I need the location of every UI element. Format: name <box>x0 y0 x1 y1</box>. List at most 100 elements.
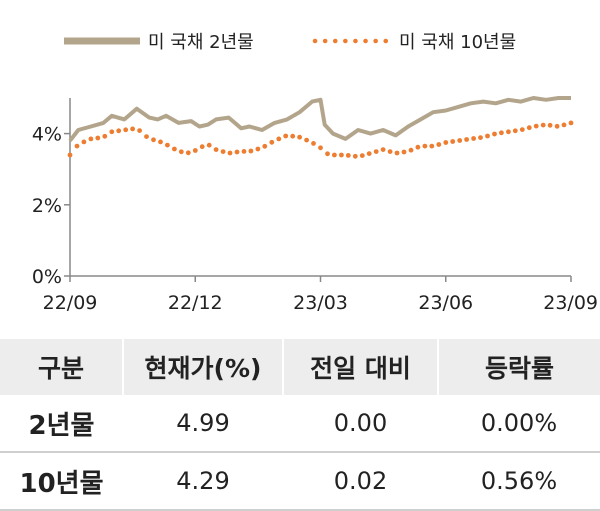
chart-legend: 미 국채 2년물 미 국채 10년물 <box>64 32 516 53</box>
header-current-price: 현재가(%) <box>122 339 283 395</box>
series-point-10y <box>485 133 490 139</box>
header-category: 구분 <box>0 339 123 395</box>
series-point-10y <box>492 131 497 137</box>
series-point-10y <box>450 139 456 144</box>
y-tick-label: 2% <box>32 195 62 217</box>
series-point-10y <box>436 142 442 147</box>
series-point-10y <box>506 129 511 135</box>
series-point-10y <box>88 136 94 142</box>
series-point-10y <box>262 143 268 149</box>
series-point-10y <box>408 147 414 153</box>
series-point-10y <box>554 123 560 129</box>
series-point-10y <box>359 153 365 159</box>
series-point-10y <box>394 150 400 156</box>
series-point-10y <box>478 135 483 141</box>
series-point-10y <box>561 122 567 128</box>
series-point-10y <box>172 146 177 152</box>
series-point-10y <box>144 134 149 140</box>
change-rate-cell: 0.56% <box>438 452 600 511</box>
series-point-10y <box>178 149 184 155</box>
series-point-10y <box>74 143 80 149</box>
series-dots-10y <box>67 120 574 159</box>
chart-axes: 0% 2% 4% 22/09 22/12 23/03 23/06 23/09 <box>32 98 598 314</box>
series-point-10y <box>533 123 539 129</box>
chart-plot-area <box>67 96 574 159</box>
header-daily-change: 전일 대비 <box>282 339 438 395</box>
row-label: 10년물 <box>0 452 123 511</box>
series-point-10y <box>568 120 574 126</box>
series-point-10y <box>116 128 122 134</box>
series-point-10y <box>165 142 170 148</box>
daily-change-cell: 0.02 <box>283 452 438 511</box>
series-point-10y <box>318 145 323 151</box>
y-tick-label: 4% <box>32 124 62 146</box>
row-label: 2년물 <box>0 395 123 453</box>
y-tick-label: 0% <box>32 266 62 288</box>
x-tick-label: 22/09 <box>43 292 98 314</box>
series-point-10y <box>241 149 247 154</box>
series-point-10y <box>192 148 198 153</box>
series-point-10y <box>325 151 330 157</box>
series-point-10y <box>248 148 254 154</box>
series-point-10y <box>547 122 553 128</box>
table-row: 2년물 4.99 0.00 0.00% <box>0 395 600 453</box>
series-point-10y <box>332 152 337 158</box>
series-point-10y <box>137 128 143 134</box>
series-point-10y <box>387 149 393 155</box>
series-point-10y <box>255 146 261 152</box>
x-tick-label: 23/09 <box>543 292 598 314</box>
series-point-10y <box>373 149 379 155</box>
series-point-10y <box>526 125 532 131</box>
series-point-10y <box>185 150 191 156</box>
series-line-2y <box>68 96 571 142</box>
yield-table: 구분 현재가(%) 전일 대비 등락률 2년물 4.99 0.00 0.00% … <box>0 339 600 511</box>
series-point-10y <box>352 153 358 159</box>
series-point-10y <box>151 137 156 143</box>
series-point-10y <box>199 144 205 150</box>
series-point-10y <box>130 126 136 132</box>
legend-label-10y: 미 국채 10년물 <box>399 32 516 53</box>
x-tick-label: 23/06 <box>418 292 473 314</box>
series-point-10y <box>102 133 108 139</box>
series-point-10y <box>540 122 546 128</box>
table-header-row: 구분 현재가(%) 전일 대비 등락률 <box>0 339 600 395</box>
table-row: 10년물 4.29 0.02 0.56% <box>0 452 600 511</box>
series-point-10y <box>499 130 504 136</box>
series-point-10y <box>401 149 407 155</box>
series-point-10y <box>464 137 469 142</box>
series-point-10y <box>457 138 463 143</box>
legend-label-2y: 미 국채 2년물 <box>148 32 254 53</box>
current-price-cell: 4.99 <box>123 395 283 453</box>
series-point-10y <box>366 151 372 157</box>
x-tick-label: 22/12 <box>168 292 223 314</box>
series-point-10y <box>304 137 309 143</box>
series-point-10y <box>290 133 296 139</box>
series-point-10y <box>415 144 421 150</box>
yield-chart: 미 국채 2년물 미 국채 10년물 0% 2% 4% 22/09 22/12 23/03… <box>32 32 598 314</box>
series-point-10y <box>220 149 226 155</box>
series-point-10y <box>345 153 351 158</box>
series-point-10y <box>67 152 73 158</box>
series-point-10y <box>234 149 240 155</box>
series-point-10y <box>109 129 115 135</box>
series-point-10y <box>380 147 386 153</box>
series-point-10y <box>429 143 435 149</box>
daily-change-cell: 0.00 <box>283 395 438 453</box>
series-point-10y <box>339 152 344 158</box>
series-point-10y <box>422 143 428 149</box>
series-point-10y <box>269 139 275 145</box>
series-point-10y <box>206 142 212 148</box>
x-tick-label: 23/03 <box>293 292 348 314</box>
series-point-10y <box>81 139 87 145</box>
series-point-10y <box>95 135 101 141</box>
series-point-10y <box>283 133 289 139</box>
series-point-10y <box>276 136 282 142</box>
header-change-rate: 등락률 <box>437 339 600 395</box>
series-point-10y <box>519 127 525 132</box>
series-point-10y <box>512 128 518 134</box>
series-point-10y <box>158 139 163 145</box>
series-point-10y <box>227 150 233 156</box>
series-point-10y <box>311 141 316 146</box>
series-point-10y <box>213 147 219 153</box>
current-price-cell: 4.29 <box>123 452 283 511</box>
